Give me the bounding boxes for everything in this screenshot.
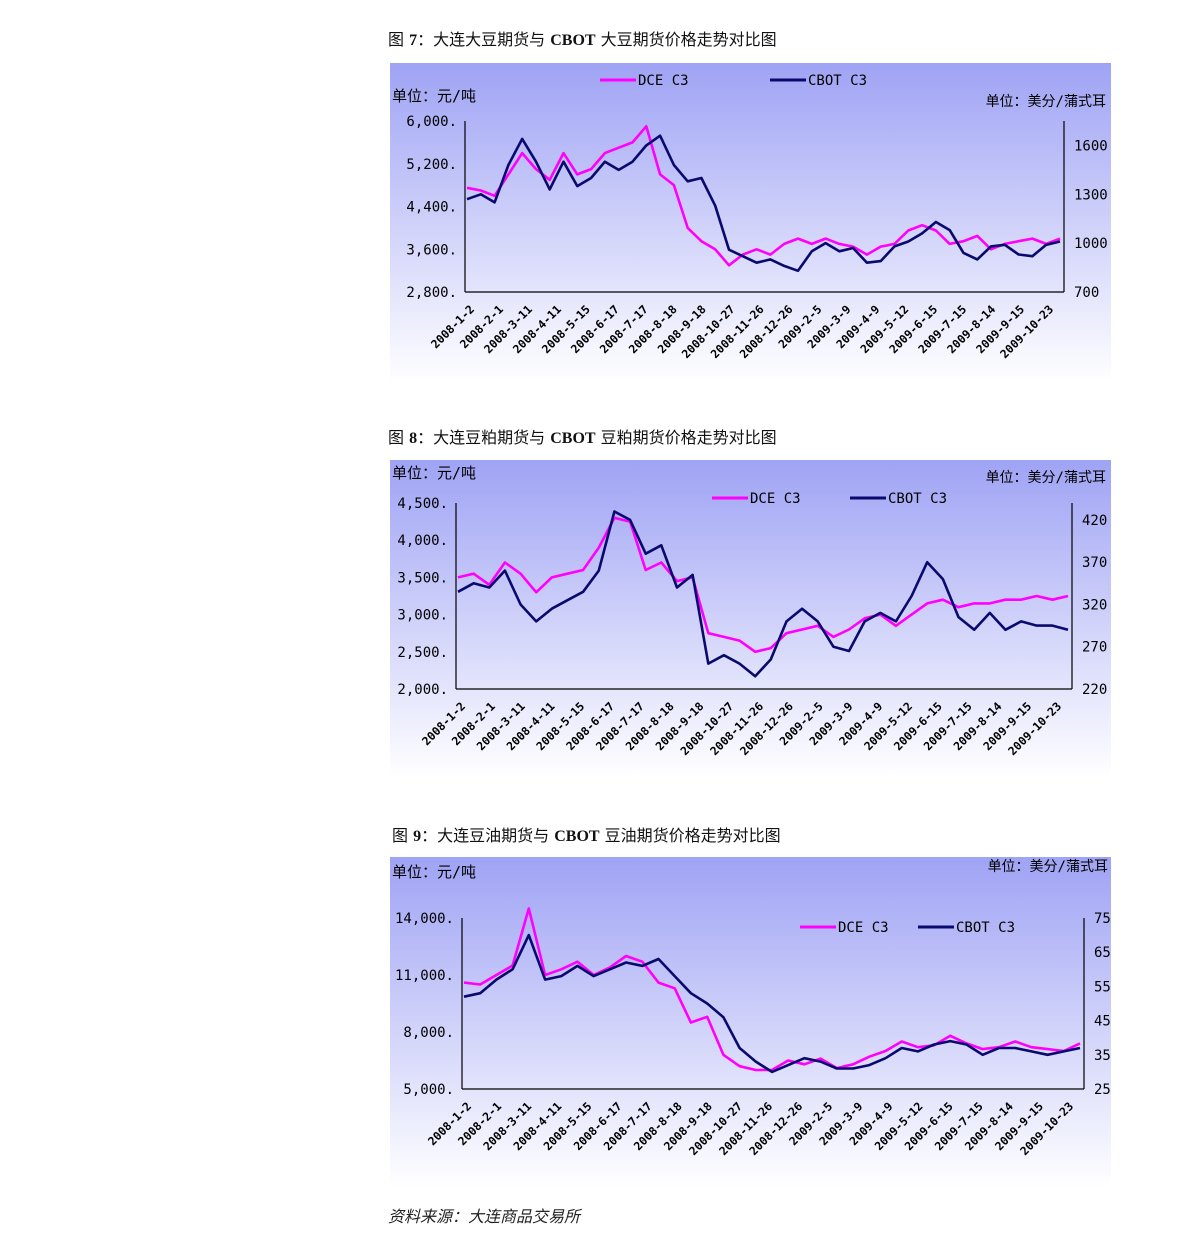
figure-7-caption-cbot: CBOT <box>550 32 596 49</box>
left-tick-label: 11,000. <box>395 968 454 984</box>
figure-9-caption-text: ：大连豆油期货与 <box>421 826 550 845</box>
right-tick-label: 420 <box>1082 513 1107 529</box>
dce-c3-series-line <box>457 516 1069 654</box>
cbot-c3-series-line <box>457 510 1069 678</box>
dce-c3-series-line <box>463 907 1081 1072</box>
left-tick-label: 8,000. <box>403 1025 454 1041</box>
figure-7-caption-prefix: 图 <box>388 30 405 49</box>
figure-9-caption-number: 9 <box>413 828 422 845</box>
figure-9-caption-suffix: 豆油期货价格走势对比图 <box>604 826 781 845</box>
right-tick-label: 220 <box>1082 682 1107 698</box>
left-tick-label: 6,000. <box>406 114 457 130</box>
figure-9-chart: 单位：元/吨 单位：美分/蒲式耳 14,000. 11,000. 8,000. 5,000… <box>390 857 1111 1187</box>
legend-cbot-label: CBOT C3 <box>888 491 947 507</box>
left-tick-label: 2,500. <box>397 645 448 661</box>
legend-dce-label: DCE C3 <box>838 920 889 936</box>
legend-cbot-label: CBOT C3 <box>808 73 867 89</box>
figure-9-caption-cbot: CBOT <box>554 828 600 845</box>
figure-7-svg: 单位：元/吨 单位：美分/蒲式耳 6,000. 5,200. 4,400. 3,600. 2… <box>390 63 1111 383</box>
right-tick-label: 320 <box>1082 597 1107 613</box>
figure-7-chart: 单位：元/吨 单位：美分/蒲式耳 6,000. 5,200. 4,400. 3,600. 2… <box>390 63 1111 383</box>
right-axis-unit: 单位：美分/蒲式耳 <box>986 94 1106 110</box>
figure-7-caption-number: 7 <box>409 32 418 49</box>
left-tick-label: 5,200. <box>406 157 457 173</box>
legend-cbot-label: CBOT C3 <box>956 920 1015 936</box>
legend-dce-label: DCE C3 <box>750 491 801 507</box>
left-axis-unit: 单位：元/吨 <box>392 863 476 881</box>
right-axis-unit: 单位：美分/蒲式耳 <box>988 859 1108 875</box>
left-tick-label: 14,000. <box>395 911 454 927</box>
left-tick-label: 3,500. <box>397 570 448 586</box>
figure-8-caption-cbot: CBOT <box>550 430 596 447</box>
figure-8-caption-text: ：大连豆粕期货与 <box>417 428 546 447</box>
right-tick-label: 370 <box>1082 555 1107 571</box>
right-tick-label: 270 <box>1082 640 1107 656</box>
figure-9-caption: 图 9：大连豆油期货与 CBOT 豆油期货价格走势对比图 <box>392 822 781 846</box>
left-axis-unit: 单位：元/吨 <box>392 87 476 105</box>
left-tick-label: 4,000. <box>397 533 448 549</box>
figure-7-caption-text: ：大连大豆期货与 <box>417 30 546 49</box>
right-tick-label: 45 <box>1094 1014 1111 1030</box>
right-tick-label: 700 <box>1074 285 1099 301</box>
cbot-c3-series-line <box>466 134 1061 273</box>
figure-9-caption-prefix: 图 <box>392 826 409 845</box>
right-tick-label: 55 <box>1094 979 1111 995</box>
right-axis-unit: 单位：美分/蒲式耳 <box>986 470 1106 486</box>
figure-8-caption-suffix: 豆粕期货价格走势对比图 <box>600 428 777 447</box>
cbot-c3-series-line <box>463 933 1081 1074</box>
figure-8-svg: 单位：元/吨 单位：美分/蒲式耳 4,500. 4,000. 3,500. 3,000. 2… <box>390 460 1111 778</box>
right-tick-label: 1000 <box>1074 236 1108 252</box>
figure-7-caption-suffix: 大豆期货价格走势对比图 <box>600 30 777 49</box>
left-tick-label: 2,000. <box>397 682 448 698</box>
left-tick-label: 3,600. <box>406 242 457 258</box>
figure-8-caption-prefix: 图 <box>388 428 405 447</box>
right-tick-label: 25 <box>1094 1082 1111 1098</box>
right-tick-label: 75 <box>1094 911 1111 927</box>
chart-background <box>390 460 1111 778</box>
figure-8-caption-number: 8 <box>409 430 418 447</box>
left-tick-label: 2,800. <box>406 285 457 301</box>
chart-background <box>390 63 1111 383</box>
left-tick-label: 4,500. <box>397 496 448 512</box>
figure-8-caption: 图 8：大连豆粕期货与 CBOT 豆粕期货价格走势对比图 <box>388 424 777 448</box>
figure-9-svg: 单位：元/吨 单位：美分/蒲式耳 14,000. 11,000. 8,000. 5,000… <box>390 857 1111 1187</box>
right-tick-label: 35 <box>1094 1048 1111 1064</box>
figure-8-chart: 单位：元/吨 单位：美分/蒲式耳 4,500. 4,000. 3,500. 3,000. 2… <box>390 460 1111 778</box>
left-tick-label: 4,400. <box>406 200 457 216</box>
dce-c3-series-line <box>466 124 1061 267</box>
left-axis-unit: 单位：元/吨 <box>392 464 476 482</box>
legend-dce-label: DCE C3 <box>638 73 689 89</box>
left-tick-label: 5,000. <box>403 1082 454 1098</box>
right-tick-label: 65 <box>1094 945 1111 961</box>
source-note: 资料来源：大连商品交易所 <box>388 1207 581 1226</box>
chart-background <box>390 857 1111 1187</box>
right-tick-label: 1300 <box>1074 187 1108 203</box>
figure-7-caption: 图 7：大连大豆期货与 CBOT 大豆期货价格走势对比图 <box>388 26 777 50</box>
right-tick-label: 1600 <box>1074 138 1108 154</box>
left-tick-label: 3,000. <box>397 608 448 624</box>
